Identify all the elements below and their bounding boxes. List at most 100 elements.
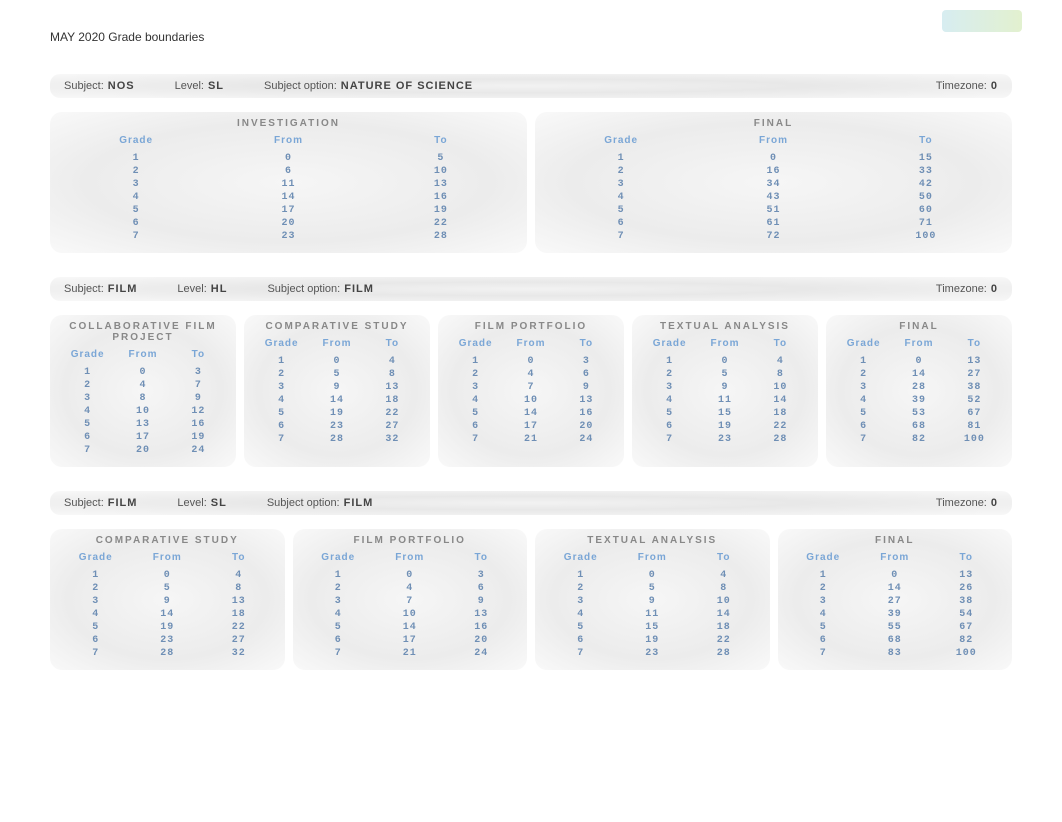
table-row: 61719 <box>60 431 226 444</box>
col-to: To <box>931 548 1003 569</box>
cell-to: 13 <box>203 595 275 608</box>
cell-grade: 4 <box>545 191 697 204</box>
sections-row: COMPARATIVE STUDYGradeFromTo104258391341… <box>50 529 1012 670</box>
subject-value: FILM <box>108 497 138 509</box>
table-row: 62327 <box>60 634 275 647</box>
cell-from: 23 <box>212 230 364 243</box>
cell-from: 0 <box>697 152 849 165</box>
cell-grade: 6 <box>788 634 860 647</box>
table-row: 104 <box>254 355 420 368</box>
table-row: 41418 <box>60 608 275 621</box>
cell-from: 20 <box>212 217 364 230</box>
subject-option-label: Subject option: <box>267 497 340 509</box>
table-row: 72832 <box>254 433 420 446</box>
grade-section: INVESTIGATIONGradeFromTo1052610311134141… <box>50 112 527 253</box>
table-row: 66171 <box>545 217 1002 230</box>
cell-to: 81 <box>947 420 1002 433</box>
section-title: INVESTIGATION <box>60 118 517 129</box>
section-title: COLLABORATIVE FILM PROJECT <box>60 321 226 343</box>
grades-table: GradeFromTo10324738941012513166171972024 <box>60 345 226 457</box>
grade-section: COLLABORATIVE FILM PROJECTGradeFromTo103… <box>50 315 236 467</box>
cell-to: 3 <box>446 569 518 582</box>
cell-to: 15 <box>850 152 1002 165</box>
table-row: 3910 <box>545 595 760 608</box>
cell-from: 7 <box>374 595 446 608</box>
cell-to: 60 <box>850 204 1002 217</box>
table-row: 62022 <box>60 217 517 230</box>
cell-from: 68 <box>859 634 931 647</box>
cell-to: 20 <box>559 420 614 433</box>
col-to: To <box>559 334 614 355</box>
cell-to: 18 <box>688 621 760 634</box>
cell-to: 100 <box>850 230 1002 243</box>
cell-from: 28 <box>891 381 946 394</box>
table-row: 61922 <box>642 420 808 433</box>
cell-to: 20 <box>446 634 518 647</box>
table-row: 55367 <box>836 407 1002 420</box>
cell-to: 13 <box>559 394 614 407</box>
cell-from: 83 <box>859 647 931 660</box>
cell-from: 8 <box>115 392 170 405</box>
subject-label: Subject: <box>64 283 104 295</box>
cell-to: 16 <box>171 418 226 431</box>
cell-from: 19 <box>697 420 752 433</box>
table-row: 51518 <box>545 621 760 634</box>
cell-from: 0 <box>617 569 689 582</box>
cell-from: 14 <box>374 621 446 634</box>
timezone-value: 0 <box>991 80 998 92</box>
cell-from: 19 <box>617 634 689 647</box>
cell-to: 71 <box>850 217 1002 230</box>
cell-grade: 5 <box>448 407 503 420</box>
cell-grade: 3 <box>545 178 697 191</box>
cell-grade: 1 <box>303 569 375 582</box>
table-row: 258 <box>254 368 420 381</box>
cell-from: 17 <box>503 420 558 433</box>
cell-from: 0 <box>309 355 364 368</box>
cell-grade: 3 <box>60 178 212 191</box>
cell-to: 18 <box>203 608 275 621</box>
subject-value: FILM <box>108 283 138 295</box>
col-grade: Grade <box>545 548 617 569</box>
table-row: 104 <box>642 355 808 368</box>
cell-from: 61 <box>697 217 849 230</box>
table-row: 61720 <box>448 420 614 433</box>
cell-to: 22 <box>753 420 808 433</box>
cell-grade: 4 <box>303 608 375 621</box>
cell-from: 9 <box>132 595 204 608</box>
cell-grade: 1 <box>545 569 617 582</box>
cell-from: 0 <box>132 569 204 582</box>
cell-from: 51 <box>697 204 849 217</box>
grade-section: FINALGradeFromTo101321426327384395455567… <box>778 529 1013 670</box>
table-row: 72024 <box>60 444 226 457</box>
cell-to: 22 <box>203 621 275 634</box>
table-row: 103 <box>60 366 226 379</box>
table-row: 51416 <box>448 407 614 420</box>
table-row: 72832 <box>60 647 275 660</box>
cell-from: 39 <box>891 394 946 407</box>
cell-from: 17 <box>374 634 446 647</box>
table-row: 772100 <box>545 230 1002 243</box>
cell-from: 4 <box>374 582 446 595</box>
grade-section: COMPARATIVE STUDYGradeFromTo104258391341… <box>244 315 430 467</box>
cell-to: 100 <box>931 647 1003 660</box>
table-row: 41013 <box>448 394 614 407</box>
cell-to: 10 <box>688 595 760 608</box>
col-from: From <box>374 548 446 569</box>
level-value: SL <box>211 497 227 509</box>
subject-option-label: Subject option: <box>267 283 340 295</box>
cell-to: 12 <box>171 405 226 418</box>
cell-grade: 2 <box>788 582 860 595</box>
col-grade: Grade <box>60 345 115 366</box>
cell-from: 10 <box>374 608 446 621</box>
cell-grade: 2 <box>545 165 697 178</box>
section-title: TEXTUAL ANALYSIS <box>642 321 808 332</box>
cell-grade: 6 <box>60 217 212 230</box>
table-row: 379 <box>448 381 614 394</box>
col-grade: Grade <box>788 548 860 569</box>
table-row: 1013 <box>788 569 1003 582</box>
cell-to: 4 <box>688 569 760 582</box>
cell-to: 9 <box>559 381 614 394</box>
table-row: 33442 <box>545 178 1002 191</box>
grades-table: GradeFromTo10425839134141851922623277283… <box>60 548 275 660</box>
col-grade: Grade <box>545 131 697 152</box>
